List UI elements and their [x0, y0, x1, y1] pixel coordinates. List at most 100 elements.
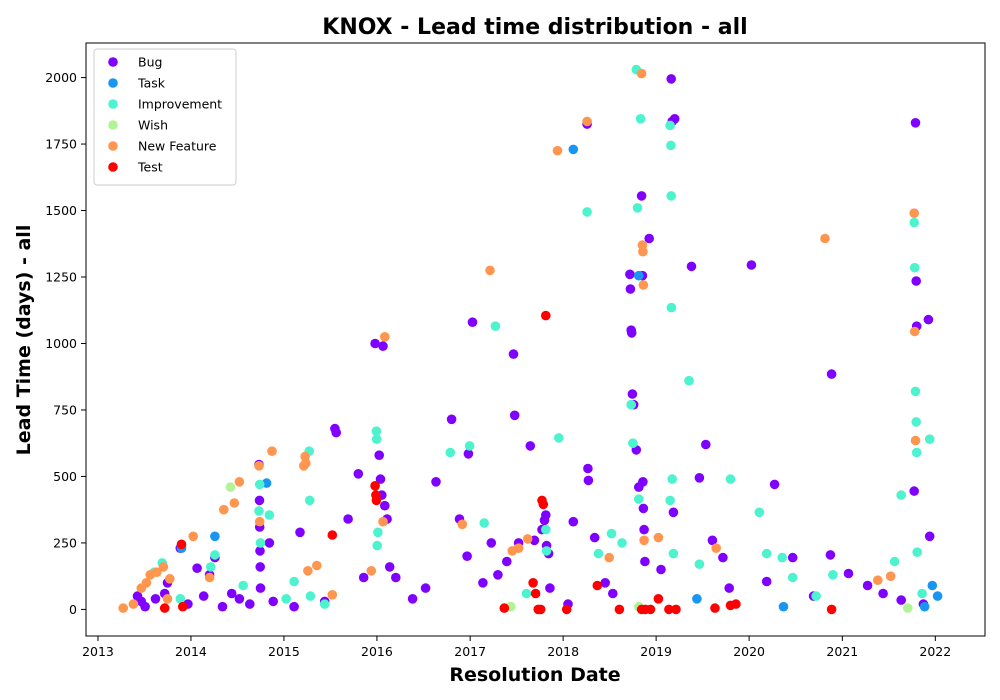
data-point-bug: [374, 450, 385, 461]
data-point-improvement: [372, 540, 383, 551]
legend-label: Wish: [138, 118, 168, 133]
data-point-bug: [843, 568, 854, 579]
data-point-bug: [656, 564, 666, 575]
legend-marker: [108, 162, 118, 172]
data-point-improvement: [289, 576, 299, 587]
legend-marker: [108, 120, 118, 130]
data-point-improvement: [634, 494, 644, 504]
x-tick-label: 2022: [919, 644, 951, 659]
data-point-test: [178, 601, 188, 612]
data-point-bug: [625, 269, 635, 280]
data-point-bug: [608, 588, 618, 599]
data-point-new-feature: [158, 562, 169, 572]
data-point-new-feature: [188, 531, 198, 542]
x-tick-label: 2013: [82, 644, 114, 659]
legend-box: [93, 48, 237, 186]
legend-label: Test: [137, 160, 163, 175]
data-point-new-feature: [638, 246, 648, 257]
data-point-test: [499, 603, 510, 613]
data-point-new-feature: [885, 571, 896, 581]
y-tick-label: 0: [69, 602, 77, 617]
data-point-improvement: [521, 588, 532, 599]
data-point-bug: [644, 233, 654, 244]
data-point-improvement: [593, 548, 604, 559]
data-point-bug: [255, 562, 265, 572]
data-point-new-feature: [638, 280, 649, 290]
data-point-new-feature: [910, 435, 921, 446]
data-point-bug: [707, 535, 718, 546]
legend-label: Bug: [138, 55, 162, 70]
data-point-test: [731, 599, 741, 609]
data-point-new-feature: [254, 516, 265, 527]
data-point-improvement: [911, 417, 921, 427]
y-tick-label: 750: [53, 402, 77, 417]
data-point-new-feature: [118, 603, 128, 613]
data-point-bug: [198, 591, 209, 601]
data-point-new-feature: [457, 519, 468, 530]
data-point-improvement: [917, 588, 927, 599]
data-point-bug: [694, 473, 705, 483]
data-point-test: [371, 495, 382, 506]
data-point-new-feature: [301, 458, 311, 469]
x-axis-label: Resolution Date: [449, 664, 620, 686]
data-point-wish: [225, 482, 236, 492]
data-point-test: [653, 594, 664, 604]
data-point-improvement: [305, 591, 316, 601]
data-point-bug: [255, 546, 265, 556]
data-point-bug: [508, 349, 519, 359]
data-point-bug: [234, 594, 245, 604]
data-point-improvement: [626, 399, 636, 410]
data-point-improvement: [617, 538, 627, 548]
data-point-task: [568, 144, 579, 155]
data-point-improvement: [628, 438, 638, 449]
data-point-bug: [525, 441, 536, 451]
data-point-improvement: [828, 570, 838, 580]
data-point-new-feature: [366, 566, 377, 576]
data-point-test: [645, 604, 656, 615]
data-point-improvement: [665, 495, 675, 506]
data-point-improvement: [924, 434, 935, 445]
y-tick-label: 250: [53, 535, 77, 550]
data-point-improvement: [911, 447, 922, 458]
data-point-improvement: [304, 495, 315, 506]
data-point-task: [778, 601, 789, 612]
data-point-bug: [486, 538, 497, 548]
data-point-new-feature: [219, 504, 229, 515]
data-point-bug: [724, 583, 734, 593]
data-point-bug: [640, 556, 650, 567]
data-point-test: [327, 530, 338, 540]
data-point-bug: [463, 449, 474, 459]
data-point-task: [919, 601, 930, 612]
data-point-improvement: [175, 594, 186, 604]
data-point-bug: [502, 556, 512, 567]
data-point-bug: [826, 369, 837, 379]
data-point-bug: [226, 588, 237, 599]
data-point-bug: [378, 341, 388, 351]
data-point-bug: [761, 576, 772, 587]
data-point-new-feature: [141, 578, 152, 588]
data-point-test: [176, 539, 187, 550]
data-point-improvement: [909, 262, 920, 273]
data-point-new-feature: [552, 145, 563, 156]
data-point-bug: [589, 532, 600, 543]
data-point-bug: [255, 583, 266, 593]
data-point-improvement: [666, 191, 676, 201]
y-tick-label: 2000: [45, 70, 77, 85]
data-point-new-feature: [909, 208, 919, 218]
data-point-improvement: [889, 556, 900, 567]
data-point-improvement: [754, 507, 765, 518]
data-point-bug: [718, 552, 728, 563]
data-point-bug: [862, 580, 873, 591]
legend-marker: [108, 78, 118, 88]
data-point-bug: [407, 594, 418, 604]
data-point-new-feature: [229, 498, 240, 508]
data-point-test: [530, 588, 541, 599]
data-point-bug: [380, 500, 390, 511]
data-point-bug: [462, 551, 472, 561]
data-point-bug: [911, 276, 921, 286]
data-point-bug: [478, 578, 488, 588]
data-point-bug: [331, 427, 342, 438]
data-point-bug: [245, 599, 255, 609]
data-point-bug: [668, 507, 679, 518]
data-point-bug: [896, 595, 906, 605]
